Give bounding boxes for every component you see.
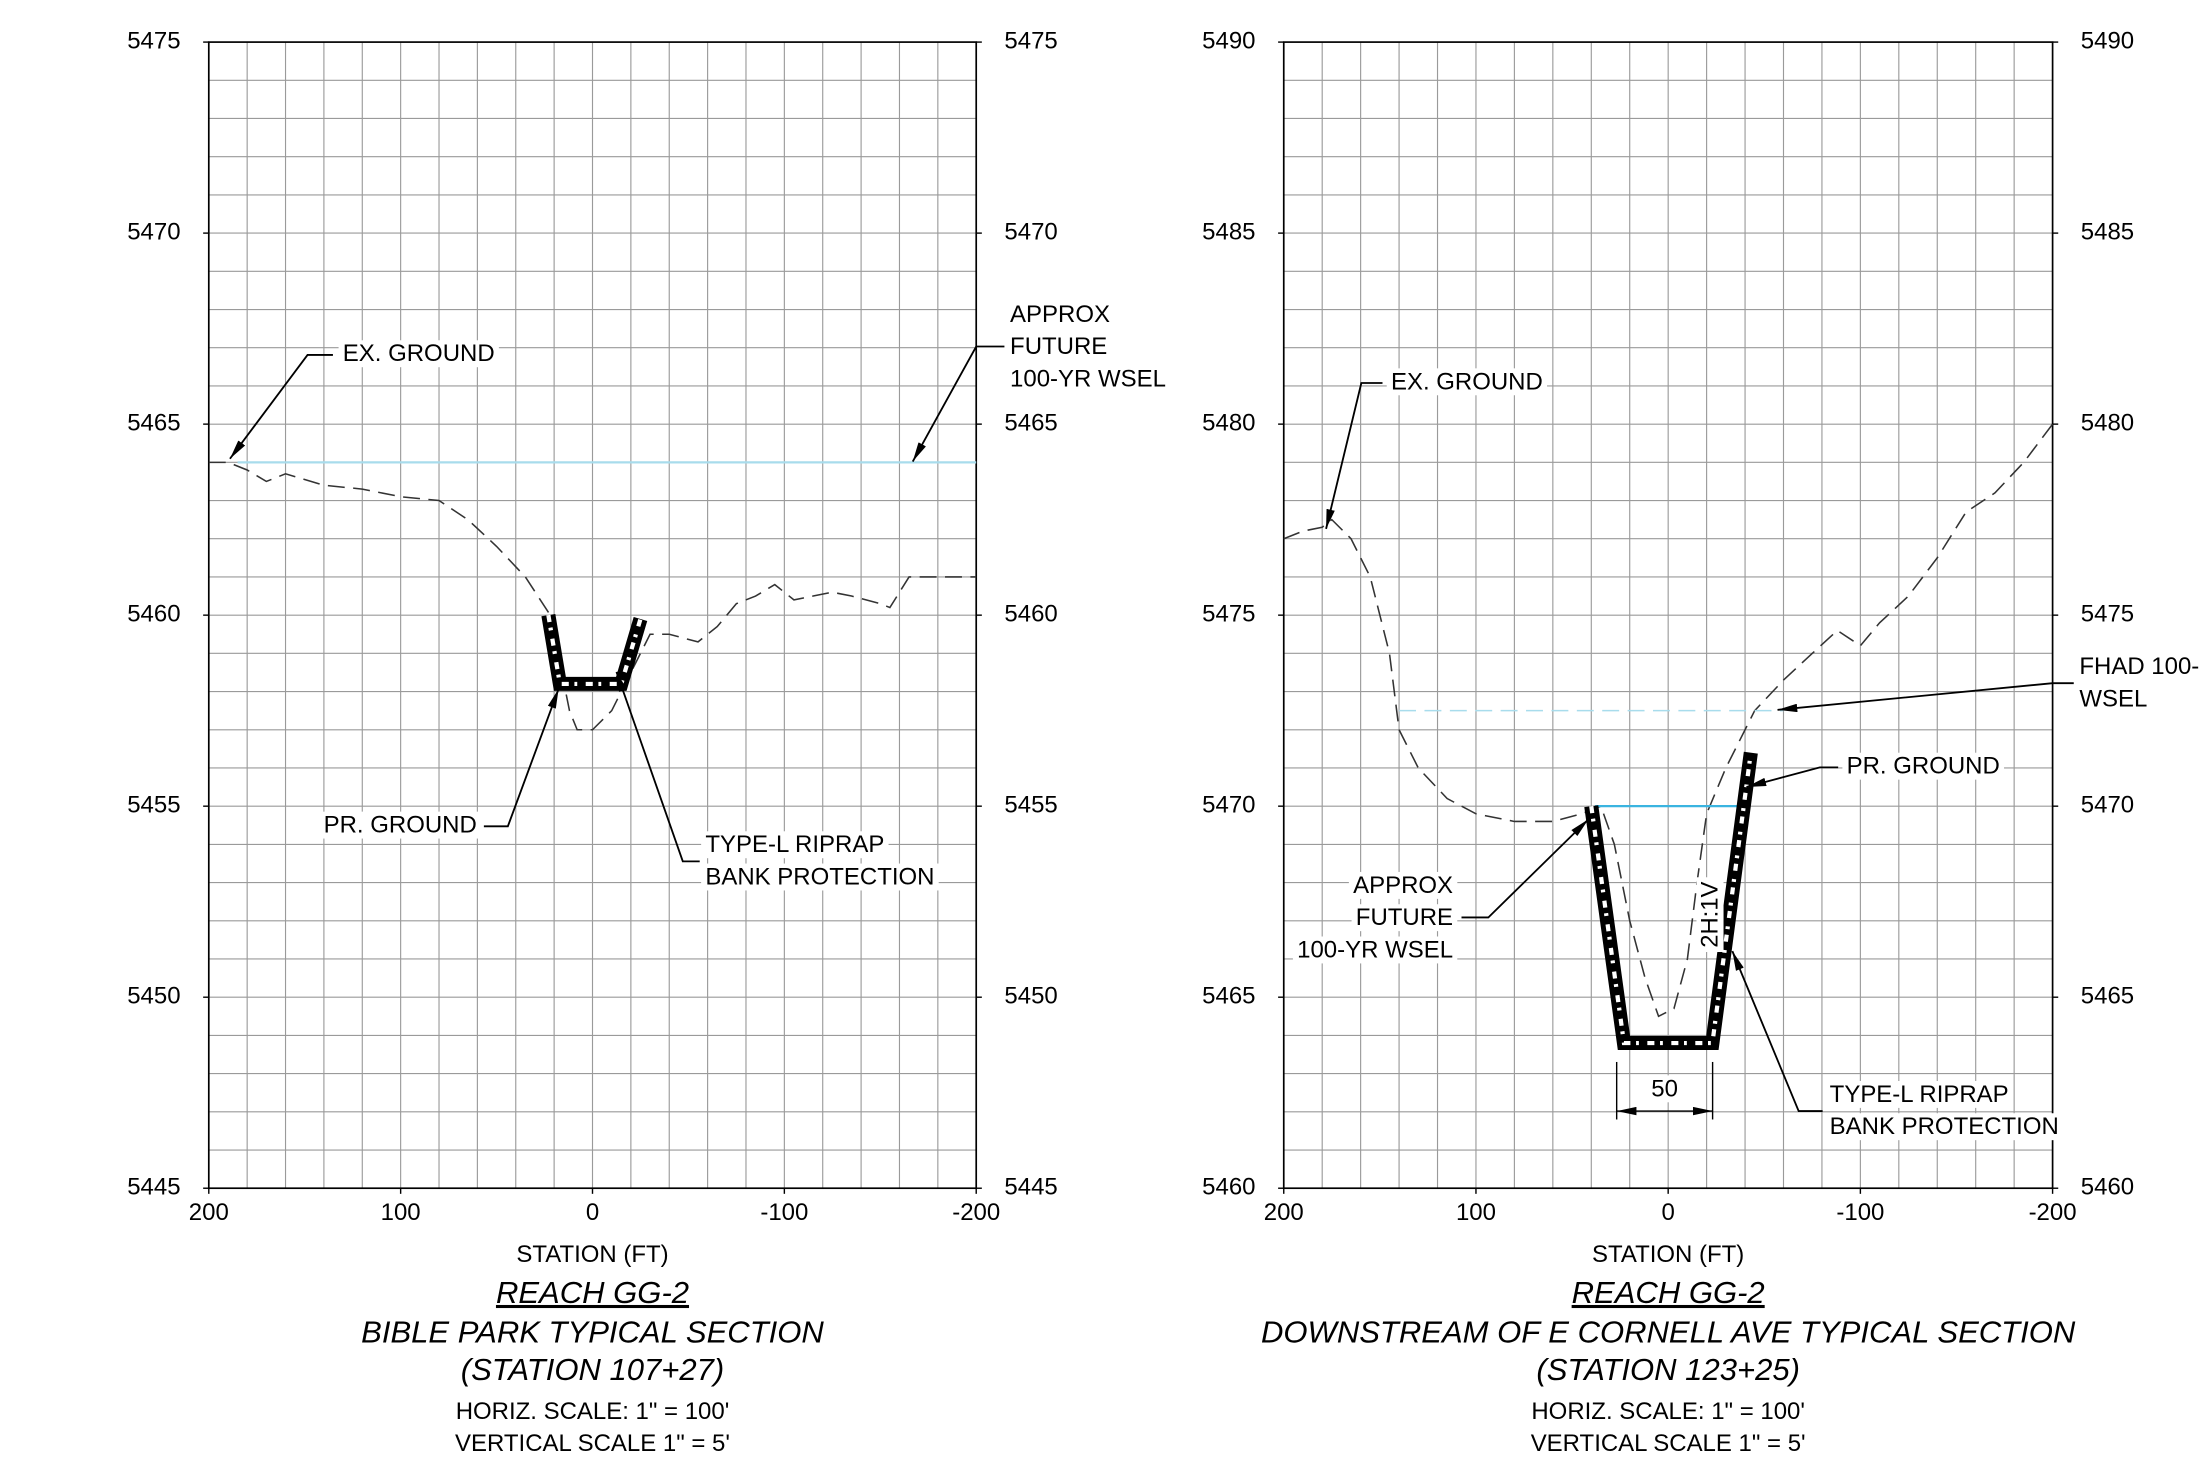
y2-tick-label: 5445 (1004, 1174, 1057, 1201)
y2-tick-label: 5465 (1004, 409, 1057, 436)
y-tick-label: 5455 (127, 792, 180, 819)
riprap-section (548, 615, 640, 684)
x-tick-label: 200 (1264, 1199, 1304, 1226)
x-axis-label: STATION (FT) (1592, 1241, 1744, 1268)
y-tick-label: 5450 (127, 983, 180, 1010)
annotation: 2H:1V (1696, 881, 1723, 947)
x-tick-label: -200 (952, 1199, 1000, 1226)
x-tick-label: 0 (586, 1199, 599, 1226)
drawing: 5445 5450 5455 5460 5465 5470 5475 5445 5450 5455… (0, 0, 2212, 1473)
x-tick-label: 100 (1456, 1199, 1496, 1226)
y-tick-label: 5485 (1202, 218, 1255, 245)
x-tick-label: 0 (1662, 1199, 1675, 1226)
y-tick-label: 5460 (127, 601, 180, 628)
y-tick-label: 5475 (127, 27, 180, 54)
annotation: TYPE-L RIPRAP (705, 831, 884, 858)
chart-title: REACH GG-2 (1572, 1275, 1765, 1310)
leader-line (1462, 819, 1589, 917)
x-axis-label: STATION (FT) (516, 1241, 668, 1268)
leader-line (1326, 383, 1382, 529)
y2-tick-label: 5450 (1004, 983, 1057, 1010)
station-label: (STATION 107+27) (461, 1352, 725, 1387)
riprap-section (1591, 753, 1751, 1043)
y2-tick-label: 5460 (2081, 1174, 2134, 1201)
leader-line (1746, 767, 1838, 787)
annotation: TYPE-L RIPRAP (1830, 1081, 2009, 1108)
y2-tick-label: 5465 (2081, 983, 2134, 1010)
annotation: BANK PROTECTION (705, 864, 934, 891)
leader-line (616, 672, 699, 861)
y2-tick-label: 5460 (1004, 601, 1057, 628)
chart-subtitle: DOWNSTREAM OF E CORNELL AVE TYPICAL SECT… (1261, 1314, 2076, 1349)
y2-tick-label: 5470 (2081, 792, 2134, 819)
annotation: APPROX (1010, 301, 1110, 328)
annotation: EX. GROUND (343, 340, 495, 367)
scale-note: VERTICAL SCALE 1" = 5' (1531, 1430, 1806, 1457)
x-tick-label: 200 (189, 1199, 229, 1226)
chart-title: REACH GG-2 (496, 1275, 689, 1310)
y2-tick-label: 5475 (2081, 601, 2134, 628)
y-tick-label: 5465 (1202, 983, 1255, 1010)
y-tick-label: 5475 (1202, 601, 1255, 628)
y-tick-label: 5445 (127, 1174, 180, 1201)
leader-line (913, 347, 1005, 462)
annotation: BANK PROTECTION (1830, 1113, 2059, 1140)
y2-tick-label: 5455 (1004, 792, 1057, 819)
y2-tick-label: 5480 (2081, 409, 2134, 436)
y2-tick-label: 5470 (1004, 218, 1057, 245)
y-tick-label: 5480 (1202, 409, 1255, 436)
y-tick-label: 5470 (1202, 792, 1255, 819)
annotation: 50 (1651, 1075, 1678, 1102)
x-tick-label: 100 (381, 1199, 421, 1226)
y2-tick-label: 5485 (2081, 218, 2134, 245)
chart-subtitle: BIBLE PARK TYPICAL SECTION (361, 1314, 824, 1349)
scale-note: VERTICAL SCALE 1" = 5' (455, 1430, 730, 1457)
annotation: PR. GROUND (1847, 753, 2000, 780)
leader-line (1732, 951, 1822, 1111)
station-label: (STATION 123+25) (1536, 1352, 1800, 1387)
annotation: APPROX (1353, 872, 1453, 899)
annotation: 100-YR WSEL (1010, 366, 1166, 393)
y-tick-label: 5470 (127, 218, 180, 245)
scale-note: HORIZ. SCALE: 1" = 100' (456, 1398, 730, 1425)
y2-tick-label: 5490 (2081, 27, 2134, 54)
x-tick-label: -100 (760, 1199, 808, 1226)
x-tick-label: -200 (2029, 1199, 2077, 1226)
annotation: FHAD 100- (2079, 653, 2199, 680)
y-tick-label: 5490 (1202, 27, 1255, 54)
x-tick-label: -100 (1836, 1199, 1884, 1226)
annotation: 100-YR WSEL (1297, 936, 1453, 963)
annotation: FUTURE (1010, 333, 1107, 360)
y2-tick-label: 5475 (1004, 27, 1057, 54)
annotation: FUTURE (1356, 904, 1453, 931)
y-tick-label: 5460 (1202, 1174, 1255, 1201)
annotation: EX. GROUND (1391, 368, 1543, 395)
annotation: PR. GROUND (324, 812, 477, 839)
annotation: WSEL (2079, 685, 2147, 712)
leader-line (230, 355, 333, 459)
page: {"chart_data": [ {"type": "line", "title… (0, 0, 2212, 1473)
scale-note: HORIZ. SCALE: 1" = 100' (1531, 1398, 1805, 1425)
y-tick-label: 5465 (127, 409, 180, 436)
